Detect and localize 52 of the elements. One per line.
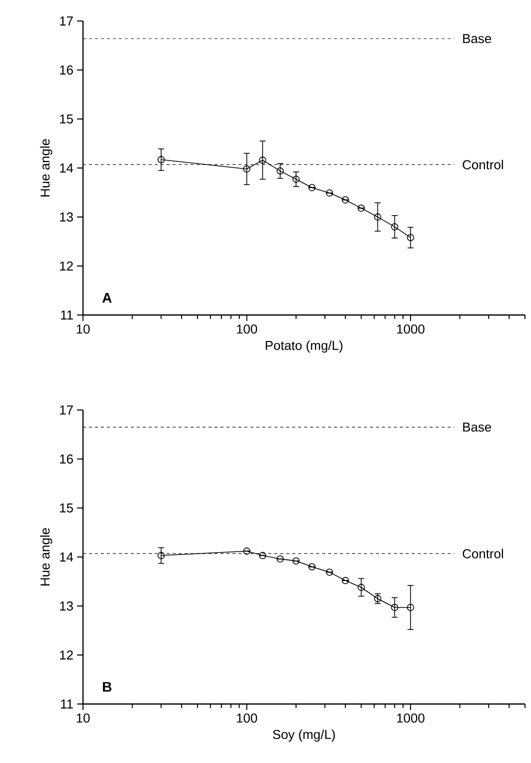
point xyxy=(243,548,250,555)
y-tick-label: 16 xyxy=(60,65,73,75)
point xyxy=(406,604,414,612)
y-tick-label: 12 xyxy=(60,650,73,660)
point xyxy=(276,555,284,563)
point xyxy=(391,223,398,230)
x-tick-label: 100 xyxy=(236,714,258,723)
y-tick-label: 17 xyxy=(60,16,73,26)
y-tick-label: 12 xyxy=(60,261,73,271)
point xyxy=(292,557,300,565)
point xyxy=(259,156,266,164)
point xyxy=(276,167,284,175)
point xyxy=(259,552,266,560)
y-tick-label: 14 xyxy=(60,552,74,562)
point xyxy=(391,604,398,612)
annotation: B xyxy=(102,682,112,692)
y-tick-label: 16 xyxy=(60,454,73,464)
point xyxy=(374,213,382,221)
y-tick-label: 17 xyxy=(60,406,73,414)
y-tick-label: 15 xyxy=(60,503,73,513)
annotation: A xyxy=(102,293,112,303)
y-tick-label: 13 xyxy=(60,212,73,222)
point xyxy=(358,204,365,212)
point xyxy=(326,189,334,197)
x-tick-label: 1000 xyxy=(397,714,424,723)
point xyxy=(342,576,349,584)
x-axis-title: Soy (mg/L) xyxy=(272,730,335,742)
x-tick-label: 10 xyxy=(76,714,90,723)
ref-line-label: Base xyxy=(463,34,492,44)
x-tick-label: 100 xyxy=(236,324,258,334)
ref-line-label: Control xyxy=(462,548,503,558)
point xyxy=(374,595,382,602)
point xyxy=(308,563,316,570)
y-tick-label: 11 xyxy=(61,310,73,320)
y-axis-title: Hue angle xyxy=(40,139,52,196)
ref-line-label: Base xyxy=(463,422,492,432)
point xyxy=(326,568,334,576)
point xyxy=(308,184,316,192)
y-tick-label: 14 xyxy=(60,164,74,172)
x-tick-label: 10 xyxy=(76,324,90,334)
x-axis-title: Potato (mg/L) xyxy=(266,340,342,353)
point xyxy=(358,584,365,591)
y-axis-title: Hue angle xyxy=(40,528,52,586)
point xyxy=(292,176,300,183)
point xyxy=(406,234,414,242)
y-tick-label: 13 xyxy=(60,601,73,611)
x-tick-label: 1000 xyxy=(397,324,424,334)
point xyxy=(342,196,349,204)
point xyxy=(243,165,250,173)
y-tick-label: 11 xyxy=(61,700,73,708)
y-tick-label: 15 xyxy=(60,114,73,124)
ref-line-label: Control xyxy=(462,160,503,170)
